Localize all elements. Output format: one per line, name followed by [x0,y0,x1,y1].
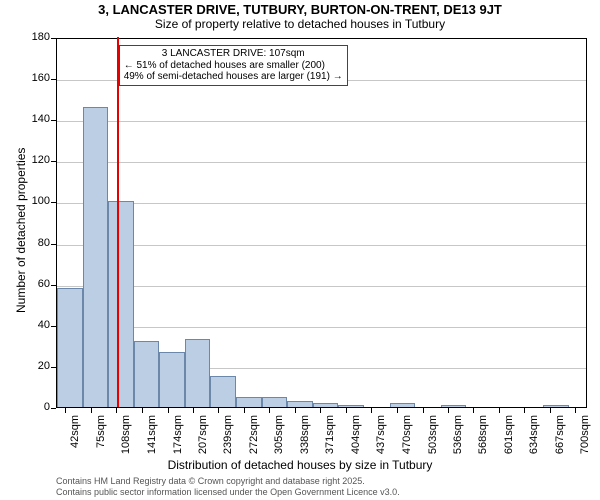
y-tick-mark [51,326,56,327]
chart-subtitle: Size of property relative to detached ho… [0,17,600,31]
x-tick-label: 371sqm [324,415,336,465]
grid-line [57,286,586,287]
x-tick-label: 305sqm [273,415,285,465]
x-tick-mark [423,408,424,413]
histogram-bar [262,397,288,407]
x-tick-label: 568sqm [477,415,489,465]
callout-larger: 49% of semi-detached houses are larger (… [124,71,343,83]
x-tick-label: 700sqm [579,415,591,465]
property-marker-line [117,37,119,407]
footer-line: Contains HM Land Registry data © Crown c… [56,476,400,487]
grid-line [57,327,586,328]
y-tick-label: 20 [22,360,50,372]
x-tick-label: 404sqm [350,415,362,465]
x-tick-label: 470sqm [401,415,413,465]
footer-line: Contains public sector information licen… [56,487,400,498]
x-tick-label: 338sqm [299,415,311,465]
x-tick-label: 634sqm [528,415,540,465]
x-tick-label: 272sqm [248,415,260,465]
x-tick-mark [550,408,551,413]
y-tick-mark [51,202,56,203]
x-tick-mark [524,408,525,413]
histogram-bar [543,405,569,407]
histogram-bar [159,352,185,408]
histogram-bar [108,201,134,407]
x-tick-mark [499,408,500,413]
x-tick-mark [91,408,92,413]
x-tick-mark [218,408,219,413]
x-tick-mark [473,408,474,413]
y-tick-mark [51,408,56,409]
x-tick-label: 667sqm [554,415,566,465]
callout-title: 3 LANCASTER DRIVE: 107sqm [124,48,343,60]
y-tick-label: 120 [22,154,50,166]
x-tick-mark [448,408,449,413]
x-tick-mark [269,408,270,413]
x-tick-mark [193,408,194,413]
y-tick-label: 40 [22,319,50,331]
x-tick-label: 75sqm [95,415,107,465]
y-tick-mark [51,79,56,80]
x-tick-label: 601sqm [503,415,515,465]
histogram-bar [338,405,364,407]
histogram-bar [57,288,83,407]
y-tick-label: 160 [22,72,50,84]
histogram-bar [83,107,109,407]
x-tick-label: 536sqm [452,415,464,465]
y-tick-mark [51,367,56,368]
x-tick-mark [295,408,296,413]
x-tick-mark [65,408,66,413]
histogram-bar [313,403,339,407]
y-tick-mark [51,161,56,162]
x-tick-mark [244,408,245,413]
histogram-bar [390,403,416,407]
y-tick-label: 180 [22,31,50,43]
chart-title: 3, LANCASTER DRIVE, TUTBURY, BURTON-ON-T… [0,0,600,17]
y-tick-mark [51,244,56,245]
x-tick-label: 503sqm [427,415,439,465]
x-tick-mark [142,408,143,413]
x-tick-label: 42sqm [69,415,81,465]
histogram-bar [185,339,211,407]
x-tick-label: 108sqm [120,415,132,465]
histogram-bar [134,341,160,407]
x-tick-mark [346,408,347,413]
y-tick-label: 140 [22,113,50,125]
x-tick-label: 174sqm [172,415,184,465]
x-tick-label: 207sqm [197,415,209,465]
attribution-footer: Contains HM Land Registry data © Crown c… [56,476,400,499]
x-tick-mark [575,408,576,413]
histogram-bar [287,401,313,407]
grid-line [57,245,586,246]
grid-line [57,162,586,163]
x-tick-mark [371,408,372,413]
histogram-bar [210,376,236,407]
property-callout: 3 LANCASTER DRIVE: 107sqm← 51% of detach… [119,45,348,86]
histogram-bar [236,397,262,407]
grid-line [57,203,586,204]
y-tick-label: 60 [22,278,50,290]
x-tick-mark [116,408,117,413]
y-tick-label: 80 [22,237,50,249]
x-tick-label: 437sqm [375,415,387,465]
callout-smaller: ← 51% of detached houses are smaller (20… [124,60,343,72]
grid-line [57,121,586,122]
y-tick-mark [51,38,56,39]
x-tick-label: 239sqm [222,415,234,465]
x-tick-mark [397,408,398,413]
histogram-bar [441,405,467,407]
x-tick-mark [320,408,321,413]
y-tick-mark [51,120,56,121]
x-tick-label: 141sqm [146,415,158,465]
x-tick-mark [168,408,169,413]
plot-area: 3 LANCASTER DRIVE: 107sqm← 51% of detach… [56,38,587,408]
y-tick-label: 0 [22,401,50,413]
y-tick-label: 100 [22,195,50,207]
y-tick-mark [51,285,56,286]
